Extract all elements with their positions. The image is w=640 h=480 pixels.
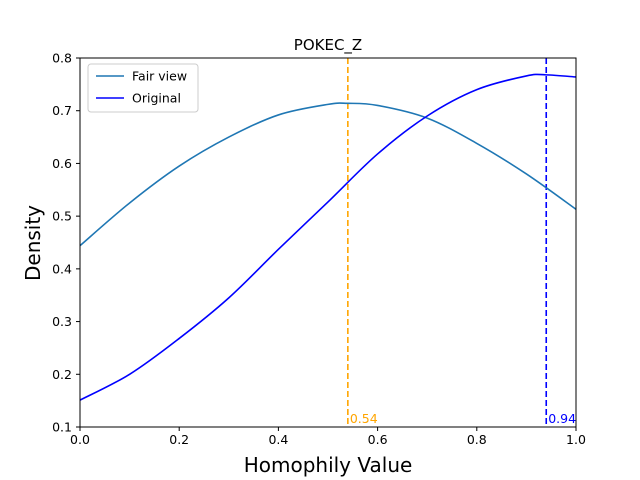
x-axis-label: Homophily Value: [244, 453, 413, 477]
reference-lines: 0.54 0.94: [347, 58, 576, 427]
x-tick-label: 1.0: [566, 432, 586, 447]
legend-label-2: Original: [132, 91, 181, 106]
y-tick-label: 0.1: [52, 420, 72, 435]
y-tick-label: 0.3: [52, 314, 72, 329]
series-line-2: [79, 73, 577, 401]
reference-line-label-1: 0.54: [350, 411, 378, 426]
series-lines: [79, 73, 577, 401]
y-tick-label: 0.4: [52, 261, 72, 276]
y-tick-label: 0.5: [52, 209, 72, 224]
legend-label-1: Fair view: [132, 69, 187, 84]
y-axis-label: Density: [21, 205, 45, 281]
chart-title: POKEC_Z: [294, 36, 362, 55]
y-tick-label: 0.2: [52, 367, 72, 382]
y-axis: 0.1 0.2 0.3 0.4 0.5 0.6 0.7 0.8: [52, 51, 80, 435]
reference-line-label-2: 0.94: [548, 411, 576, 426]
y-tick-label: 0.6: [52, 156, 72, 171]
x-tick-label: 0.4: [268, 432, 288, 447]
y-tick-label: 0.7: [52, 103, 72, 118]
series-line-1: [79, 102, 577, 247]
x-tick-label: 0.6: [368, 432, 388, 447]
plot-frame: [79, 57, 577, 428]
x-tick-label: 0.8: [467, 432, 487, 447]
y-tick-label: 0.8: [52, 51, 72, 66]
x-tick-label: 0.2: [169, 432, 189, 447]
x-axis: 0.0 0.2 0.4 0.6 0.8 1.0: [70, 427, 586, 447]
legend: Fair view Original: [87, 63, 199, 113]
x-tick-label: 0.0: [70, 432, 90, 447]
